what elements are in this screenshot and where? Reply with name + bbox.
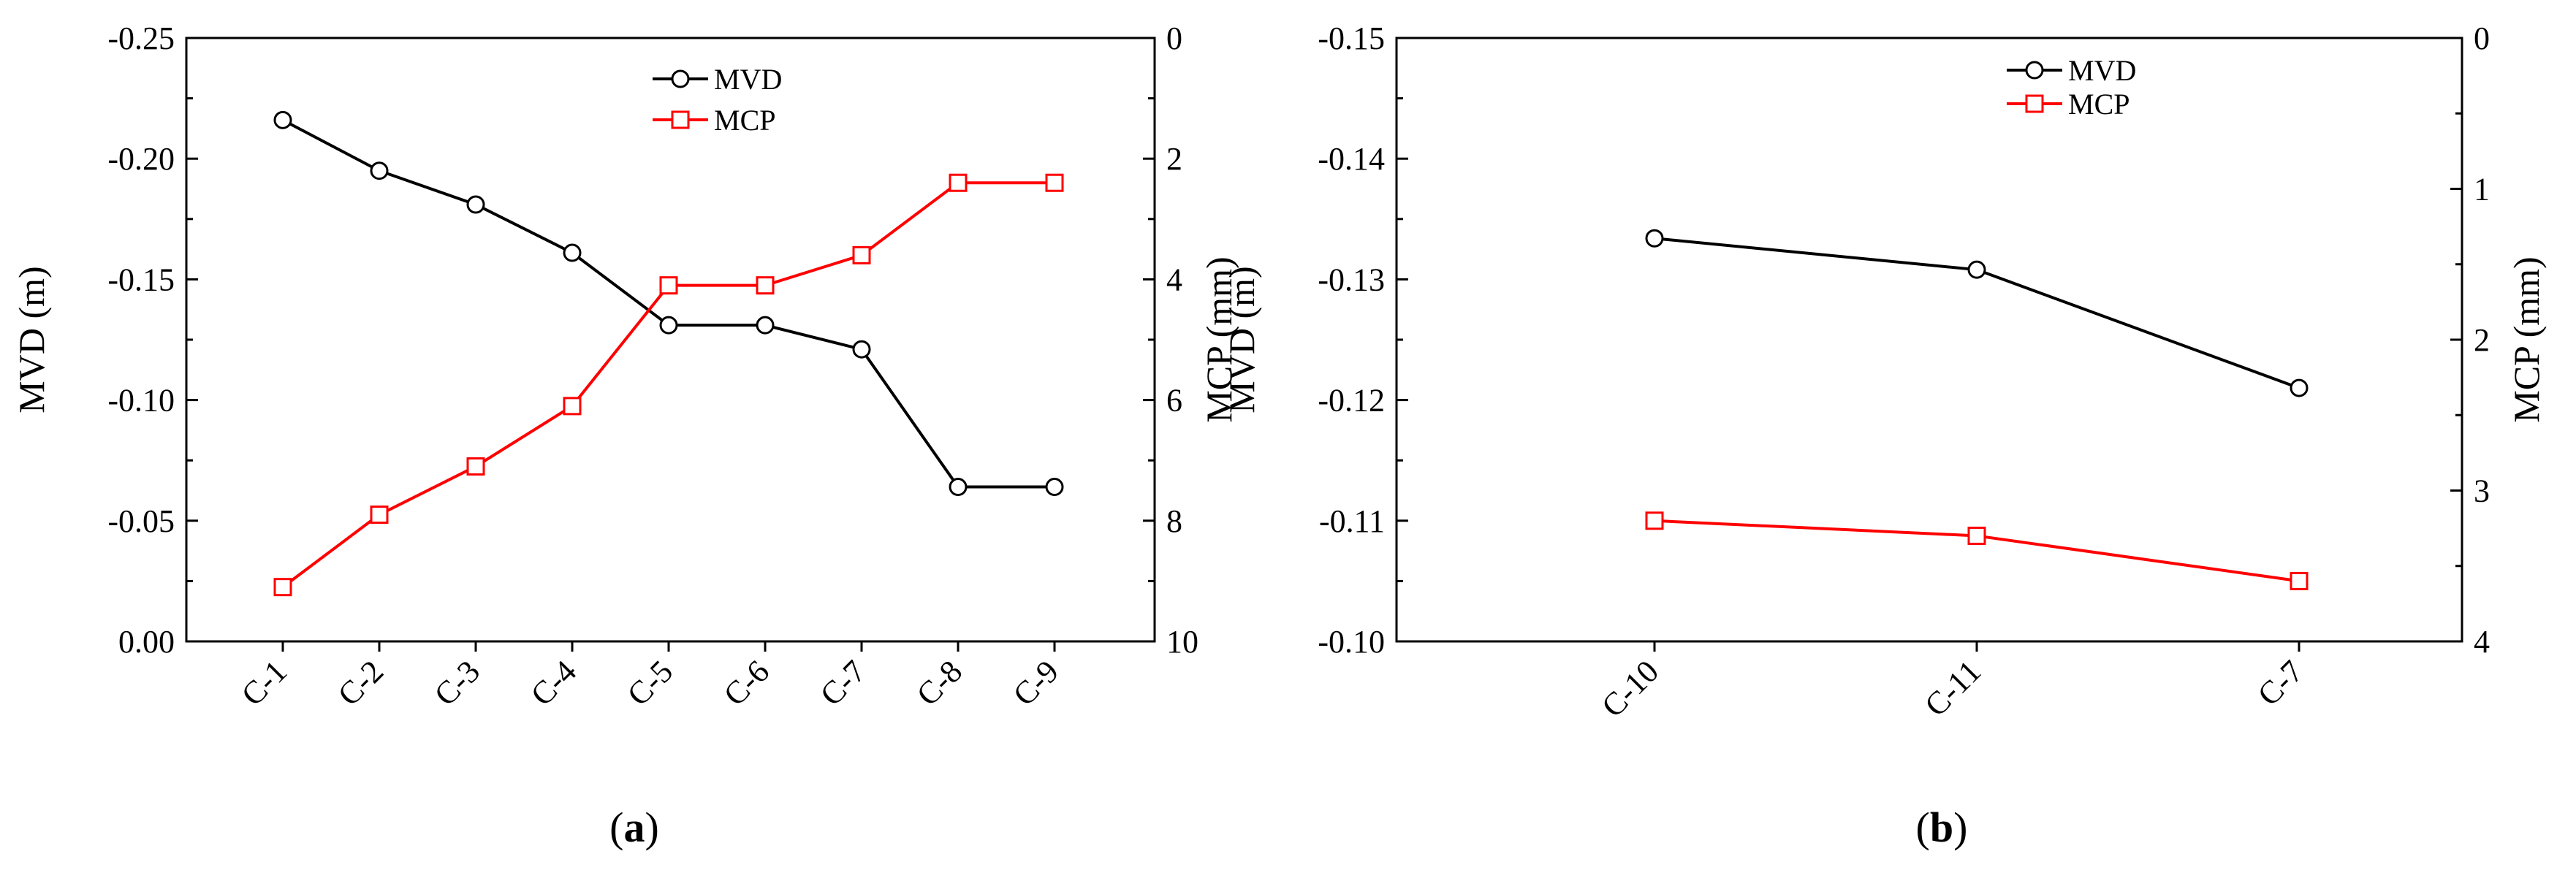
data-point-mcp (659, 276, 678, 295)
data-point-mvd (370, 161, 389, 180)
panel-b-legend-label-mcp: MCP (2068, 88, 2130, 121)
right-y-tick-label: 10 (1166, 624, 1198, 660)
left-y-tick-label: -0.20 (107, 141, 175, 177)
left-y-tick-label: -0.11 (1319, 503, 1385, 539)
right-y-tick-label: 4 (1166, 262, 1182, 297)
panel-a-legend-label-mvd: MVD (714, 63, 782, 96)
left-y-tick-label: -0.15 (1318, 20, 1385, 56)
x-tick-label: C-8 (910, 653, 969, 712)
panel-a-legend-marker-mvd (671, 69, 690, 88)
panel-b-label: (b) (1916, 804, 1968, 851)
right-y-tick-label: 1 (2474, 172, 2490, 207)
data-point-mvd (563, 243, 582, 262)
right-y-tick-label: 3 (2474, 473, 2490, 509)
right-y-tick-label: 0 (1166, 20, 1182, 56)
data-point-mcp (949, 173, 968, 192)
x-tick-label: C-6 (717, 653, 776, 712)
left-y-tick-label: -0.10 (107, 383, 175, 419)
data-point-mcp (1045, 173, 1064, 192)
data-point-mcp (756, 276, 775, 295)
panel-b-legend-marker-mcp (2025, 94, 2044, 113)
panel-a-chart: C-1 C-2 C-3 C-4 C-5 C-6 C-7 C-8 C-9 0.00 -0.05 -0.… (11, 20, 1239, 851)
panel-a-legend-marker-mcp (671, 110, 690, 129)
data-point-mcp (273, 578, 292, 597)
panel-a-x-ticks: C-1 C-2 C-3 C-4 C-5 C-6 C-7 C-8 C-9 (235, 641, 1065, 713)
left-y-tick-label: -0.13 (1318, 262, 1385, 297)
data-point-mcp (563, 397, 582, 416)
left-y-tick-label: -0.12 (1318, 383, 1385, 419)
panel-b-left-axis-title: MVD (m) (1221, 266, 1262, 413)
x-tick-label: C-11 (1918, 653, 1988, 723)
panel-b-legend-label-mvd: MVD (2068, 54, 2136, 87)
panel-a-right-y-ticks: 10 8 6 4 2 0 (1143, 20, 1198, 660)
panel-b-x-ticks: C-10 C-11 C-7 (1595, 641, 2310, 724)
data-point-mvd (1045, 478, 1064, 497)
panel-a-legend-label-mcp: MCP (714, 104, 776, 137)
right-y-tick-label: 8 (1166, 503, 1182, 539)
data-point-mcp (466, 457, 485, 476)
data-point-mvd (273, 110, 292, 129)
x-tick-label: C-1 (235, 653, 294, 712)
left-y-tick-label: 0.00 (118, 624, 175, 660)
data-point-mvd (2290, 378, 2309, 397)
data-point-mcp (370, 506, 389, 525)
data-point-mcp (852, 245, 871, 264)
right-y-tick-label: 6 (1166, 383, 1182, 419)
right-y-tick-label: 2 (2474, 322, 2490, 358)
panel-b-right-y-ticks: 4 3 2 1 0 (2450, 20, 2490, 660)
x-tick-label: C-2 (331, 653, 390, 712)
panel-a-series (273, 110, 1064, 597)
data-point-mvd (1645, 229, 1664, 248)
x-tick-label: C-4 (524, 653, 583, 712)
left-y-tick-label: -0.05 (107, 503, 175, 539)
data-point-mvd (466, 195, 485, 214)
panel-b-chart: C-10 C-11 C-7 -0.10-0.11-0.12-0.13-0.14-0.… (1221, 20, 2547, 851)
panel-b-legend: MVD MCP (2007, 54, 2136, 121)
x-tick-label: C-7 (2251, 653, 2310, 712)
panel-a-left-y-ticks: 0.00 -0.05 -0.10 -0.15 -0.20 -0.25 (107, 20, 198, 660)
data-point-mvd (949, 478, 968, 497)
data-point-mcp (2290, 571, 2309, 590)
left-y-tick-label: -0.14 (1318, 141, 1385, 177)
panel-b-plot-frame (1395, 37, 2463, 643)
panel-b-series (1645, 229, 2309, 590)
left-y-tick-label: -0.15 (107, 262, 175, 297)
data-point-mvd (1967, 260, 1986, 279)
data-point-mvd (659, 316, 678, 335)
x-tick-label: C-9 (1006, 653, 1065, 712)
panel-a-legend: MVD MCP (653, 63, 782, 137)
series-line-mvd (282, 118, 1055, 489)
data-point-mvd (756, 316, 775, 335)
right-y-tick-label: 4 (2474, 624, 2490, 660)
panel-a-right-axis-title: MCP (mm) (1198, 256, 1239, 422)
series-line-mcp (281, 181, 1055, 589)
left-y-tick-label: -0.10 (1318, 624, 1385, 660)
panel-b-legend-marker-mvd (2025, 61, 2044, 80)
panel-a-left-axis-title: MVD (m) (11, 266, 52, 413)
data-point-mcp (1967, 526, 1986, 545)
panel-a-label: (a) (609, 804, 659, 851)
x-tick-label: C-3 (428, 653, 487, 712)
data-point-mvd (852, 340, 871, 359)
x-tick-label: C-7 (813, 653, 873, 712)
x-tick-label: C-10 (1595, 653, 1665, 724)
right-y-tick-label: 0 (2474, 20, 2490, 56)
panel-b-right-axis-title: MCP (mm) (2506, 256, 2547, 422)
x-tick-label: C-5 (620, 653, 680, 712)
panel-b-left-y-ticks: -0.10 -0.11 -0.12 -0.13 -0.14 -0.15 (1318, 20, 1408, 660)
right-y-tick-label: 2 (1166, 141, 1182, 177)
left-y-tick-label: -0.25 (107, 20, 175, 56)
data-point-mcp (1645, 511, 1664, 530)
